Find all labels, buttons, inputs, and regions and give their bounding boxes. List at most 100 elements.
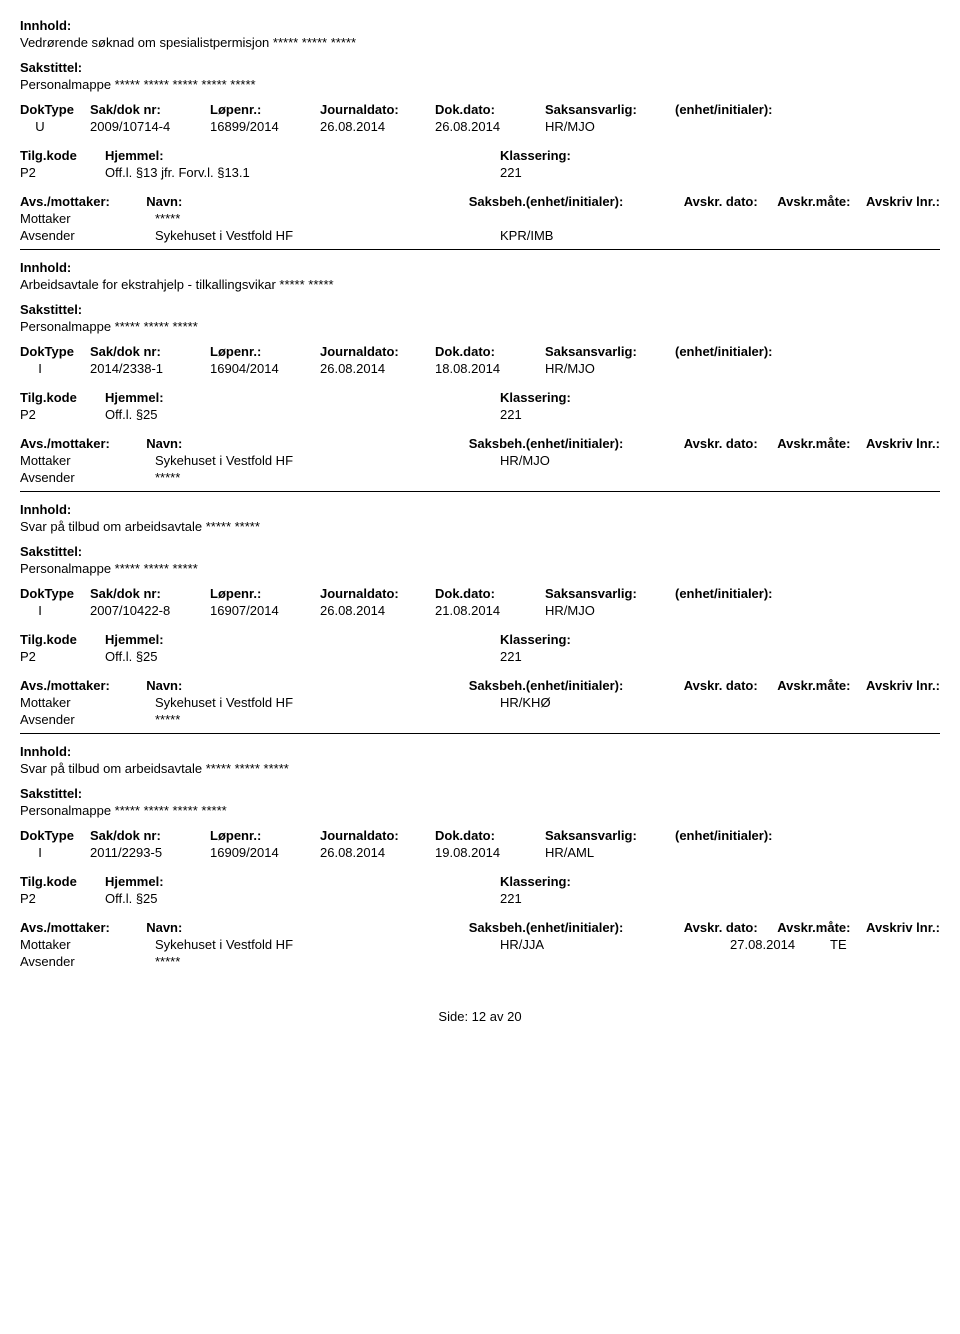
sakstittel-value: Personalmappe ***** ***** ***** ***** **…	[20, 77, 940, 92]
meta-value-row: I 2007/10422-8 16907/2014 26.08.2014 21.…	[20, 603, 940, 618]
party-header-row: Avs./mottaker: Navn: Saksbeh.(enhet/init…	[20, 436, 940, 451]
party-header-row: Avs./mottaker: Navn: Saksbeh.(enhet/init…	[20, 678, 940, 693]
v-saksans: HR/AML	[545, 845, 675, 860]
sakstittel-value: Personalmappe ***** ***** ***** *****	[20, 803, 940, 818]
hdr-avsmottaker: Avs./mottaker:	[20, 678, 146, 693]
hdr-sakdok: Sak/dok nr:	[90, 586, 210, 601]
avsender-navn: *****	[155, 954, 500, 969]
saksbeh-value: HR/MJO	[500, 453, 730, 468]
hdr-navn: Navn:	[146, 436, 469, 451]
hdr-doktype: DokType	[20, 102, 90, 117]
v-journal: 26.08.2014	[320, 603, 435, 618]
hdr-lopenr: Løpenr.:	[210, 828, 320, 843]
meta-header-row: DokType Sak/dok nr: Løpenr.: Journaldato…	[20, 344, 940, 359]
hdr-hjemmel: Hjemmel:	[105, 390, 500, 405]
hdr-klassering: Klassering:	[500, 390, 940, 405]
v-lopenr: 16899/2014	[210, 119, 320, 134]
meta-value-row: I 2011/2293-5 16909/2014 26.08.2014 19.0…	[20, 845, 940, 860]
innhold-value: Svar på tilbud om arbeidsavtale ***** **…	[20, 519, 940, 534]
hdr-avmate: Avskr.måte:	[777, 436, 866, 451]
v-klass: 221	[500, 407, 940, 422]
v-lopenr: 16904/2014	[210, 361, 320, 376]
footer-side-label: Side:	[438, 1009, 471, 1024]
meta-value-row: I 2014/2338-1 16904/2014 26.08.2014 18.0…	[20, 361, 940, 376]
avsender-label: Avsender	[20, 954, 155, 969]
mottaker-row: Mottaker *****	[20, 211, 940, 226]
hdr-saksbeh: Saksbeh.(enhet/initialer):	[469, 920, 684, 935]
hdr-avlnr: Avskriv lnr.:	[866, 194, 940, 209]
page-footer: Side: 12 av 20	[20, 1009, 940, 1024]
hdr-saksbeh: Saksbeh.(enhet/initialer):	[469, 436, 684, 451]
v-journal: 26.08.2014	[320, 119, 435, 134]
v-klass: 221	[500, 649, 940, 664]
v-doktype: I	[20, 603, 90, 618]
mottaker-row: Mottaker Sykehuset i Vestfold HF HR/MJO	[20, 453, 940, 468]
party-header-row: Avs./mottaker: Navn: Saksbeh.(enhet/init…	[20, 194, 940, 209]
hdr-saksans: Saksansvarlig:	[545, 102, 675, 117]
hjemmel-value-row: P2 Off.l. §25 221	[20, 891, 940, 906]
mottaker-navn: *****	[155, 211, 500, 226]
journal-record: Innhold: Arbeidsavtale for ekstrahjelp -…	[20, 260, 940, 492]
hdr-hjemmel: Hjemmel:	[105, 632, 500, 647]
hdr-sakdok: Sak/dok nr:	[90, 828, 210, 843]
sakstittel-value: Personalmappe ***** ***** *****	[20, 561, 940, 576]
hdr-avdato: Avskr. dato:	[684, 678, 777, 693]
innhold-label: Innhold:	[20, 260, 940, 275]
hdr-tilgkode: Tilg.kode	[20, 874, 105, 889]
v-tilg: P2	[20, 649, 105, 664]
hdr-doktype: DokType	[20, 344, 90, 359]
sakstittel-label: Sakstittel:	[20, 786, 940, 801]
innhold-value: Vedrørende søknad om spesialistpermisjon…	[20, 35, 940, 50]
hdr-saksbeh: Saksbeh.(enhet/initialer):	[469, 194, 684, 209]
hdr-enhet: (enhet/initialer):	[675, 102, 940, 117]
hdr-hjemmel: Hjemmel:	[105, 874, 500, 889]
hdr-journal: Journaldato:	[320, 828, 435, 843]
v-tilg: P2	[20, 891, 105, 906]
hdr-saksans: Saksansvarlig:	[545, 828, 675, 843]
sakstittel-label: Sakstittel:	[20, 60, 940, 75]
hdr-doktype: DokType	[20, 586, 90, 601]
v-saksans: HR/MJO	[545, 361, 675, 376]
v-sakdok: 2011/2293-5	[90, 845, 210, 860]
hdr-avdato: Avskr. dato:	[684, 436, 777, 451]
hdr-avmate: Avskr.måte:	[777, 678, 866, 693]
v-saksans: HR/MJO	[545, 603, 675, 618]
hdr-hjemmel: Hjemmel:	[105, 148, 500, 163]
meta-header-row: DokType Sak/dok nr: Løpenr.: Journaldato…	[20, 586, 940, 601]
mottaker-navn: Sykehuset i Vestfold HF	[155, 937, 500, 952]
mottaker-label: Mottaker	[20, 453, 155, 468]
hdr-avsmottaker: Avs./mottaker:	[20, 436, 146, 451]
mottaker-label: Mottaker	[20, 937, 155, 952]
hdr-avsmottaker: Avs./mottaker:	[20, 920, 146, 935]
saksbeh-value: HR/JJA	[500, 937, 730, 952]
mottaker-label: Mottaker	[20, 211, 155, 226]
innhold-value: Svar på tilbud om arbeidsavtale ***** **…	[20, 761, 940, 776]
avmate-value: TE	[830, 937, 925, 952]
v-journal: 26.08.2014	[320, 845, 435, 860]
avsender-label: Avsender	[20, 712, 155, 727]
v-sakdok: 2009/10714-4	[90, 119, 210, 134]
hdr-enhet: (enhet/initialer):	[675, 828, 940, 843]
hdr-lopenr: Løpenr.:	[210, 344, 320, 359]
sakstittel-value: Personalmappe ***** ***** *****	[20, 319, 940, 334]
v-klass: 221	[500, 165, 940, 180]
journal-record: Innhold: Svar på tilbud om arbeidsavtale…	[20, 502, 940, 734]
hdr-avsmottaker: Avs./mottaker:	[20, 194, 146, 209]
hdr-navn: Navn:	[146, 194, 469, 209]
mottaker-navn: Sykehuset i Vestfold HF	[155, 453, 500, 468]
meta-value-row: U 2009/10714-4 16899/2014 26.08.2014 26.…	[20, 119, 940, 134]
hdr-klassering: Klassering:	[500, 148, 940, 163]
avsender-navn: Sykehuset i Vestfold HF	[155, 228, 500, 243]
hdr-journal: Journaldato:	[320, 344, 435, 359]
hdr-tilgkode: Tilg.kode	[20, 148, 105, 163]
avsender-label: Avsender	[20, 228, 155, 243]
hjemmel-header-row: Tilg.kode Hjemmel: Klassering:	[20, 874, 940, 889]
v-tilg: P2	[20, 407, 105, 422]
v-journal: 26.08.2014	[320, 361, 435, 376]
footer-total: 20	[507, 1009, 521, 1024]
mottaker-navn: Sykehuset i Vestfold HF	[155, 695, 500, 710]
record-divider	[20, 491, 940, 492]
saksbeh-value: HR/KHØ	[500, 695, 730, 710]
hdr-dokdato: Dok.dato:	[435, 102, 545, 117]
v-dokdato: 18.08.2014	[435, 361, 545, 376]
